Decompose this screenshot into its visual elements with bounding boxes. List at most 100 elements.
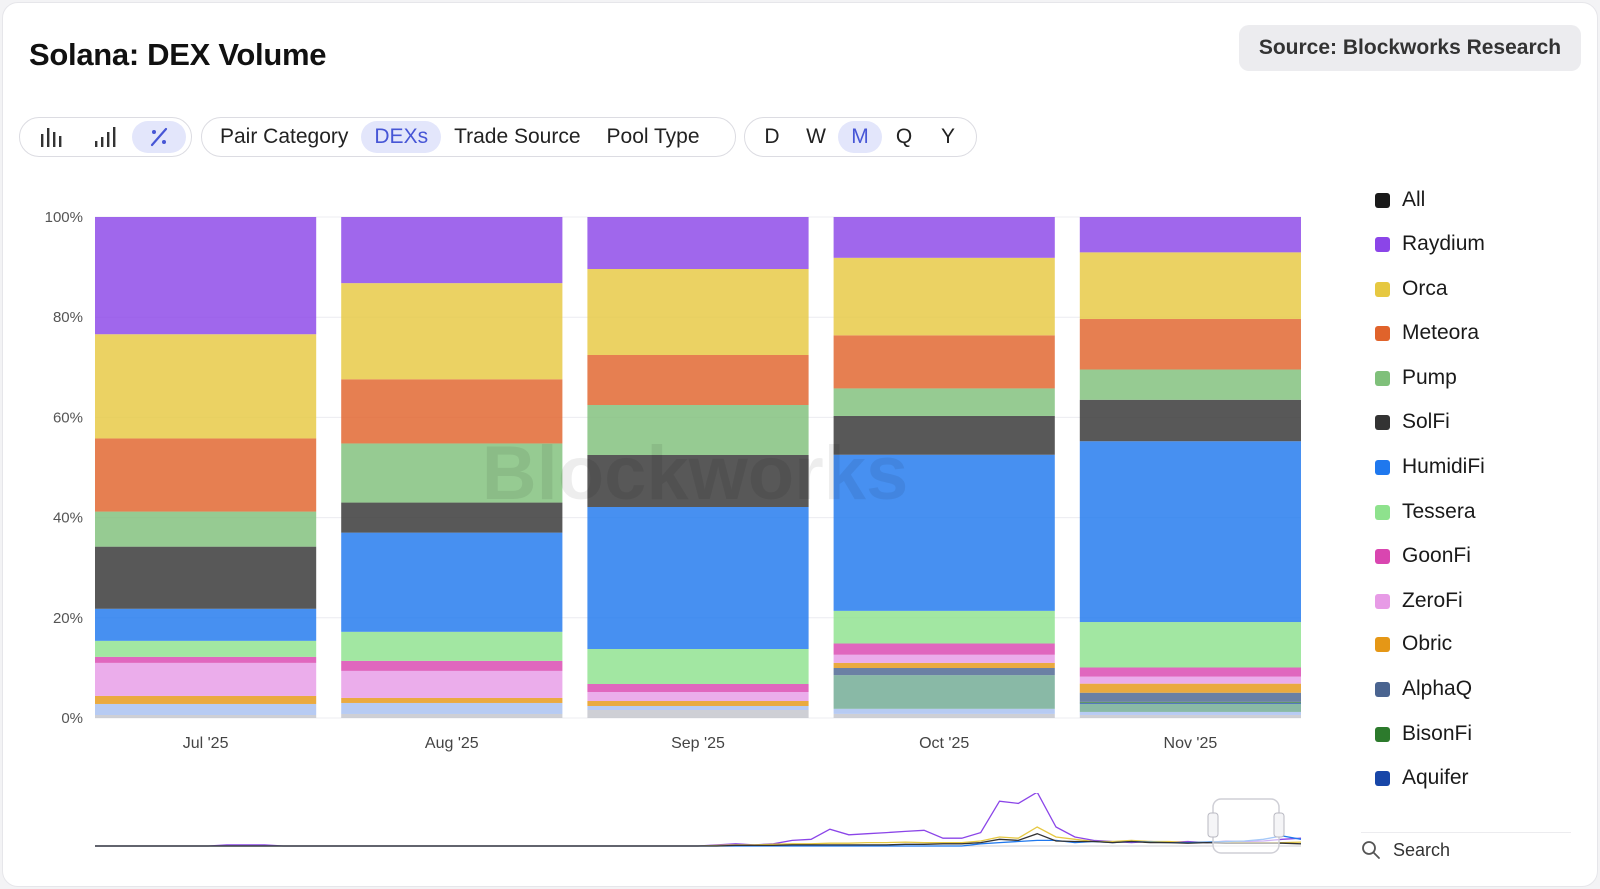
bar-segment-tessera[interactable] — [1079, 622, 1301, 668]
bar-segment-zerofi[interactable] — [1079, 676, 1301, 684]
bar-chart-button[interactable] — [25, 121, 79, 153]
legend-item-solfi[interactable]: SolFi — [1375, 409, 1450, 435]
bar-segment-goonfi[interactable] — [1079, 667, 1301, 677]
bar-segment-tessera[interactable] — [341, 631, 563, 661]
bar-segment-other[interactable] — [1079, 714, 1301, 718]
bar-segment-misc[interactable] — [1079, 711, 1301, 715]
bar-segment-zerofi[interactable] — [587, 692, 809, 701]
legend-item-humidifi[interactable]: HumidiFi — [1375, 454, 1485, 480]
bar-segment-pump[interactable] — [833, 388, 1055, 416]
bar-segment-meteora[interactable] — [833, 335, 1055, 389]
bar-segment-tessera[interactable] — [95, 640, 317, 657]
bar-segment-humidifi[interactable] — [1079, 441, 1301, 623]
bar-segment-raydium[interactable] — [587, 217, 809, 269]
bar-segment-pump[interactable] — [341, 443, 563, 503]
bar-segment-misc[interactable] — [341, 702, 563, 714]
bar-segment-tessera[interactable] — [587, 649, 809, 684]
tab-pool-type[interactable]: Pool Type — [606, 125, 700, 148]
bar-segment-pump[interactable] — [587, 405, 809, 455]
percent-view-button[interactable] — [132, 121, 187, 153]
bar-segment-goonfi[interactable] — [587, 684, 809, 692]
bar-segment-pump[interactable] — [95, 511, 317, 547]
bar-segment-meteora[interactable] — [1079, 319, 1301, 370]
interval-q[interactable]: Q — [895, 125, 913, 148]
stacked-bar-button[interactable] — [79, 121, 133, 153]
interval-m[interactable]: M — [838, 121, 882, 153]
legend-item-orca[interactable]: Orca — [1375, 276, 1448, 302]
bar-segment-humidifi[interactable] — [341, 532, 563, 632]
bar-segment-other[interactable] — [341, 713, 563, 718]
bar-segment-solfi[interactable] — [95, 546, 317, 609]
bar-segment-obric[interactable] — [587, 701, 809, 706]
bar-segment-obric[interactable] — [341, 697, 563, 703]
interval-d[interactable]: D — [764, 125, 780, 148]
bar-segment-zerofi[interactable] — [95, 662, 317, 696]
bar-segment-other[interactable] — [587, 710, 809, 718]
x-tick-label: Jul '25 — [183, 735, 229, 752]
navigator-handle-right[interactable] — [1273, 812, 1285, 838]
bar-segment-raydium[interactable] — [1079, 217, 1301, 253]
bar-segment-goonfi[interactable] — [95, 656, 317, 663]
bar-segment-alphaq[interactable] — [1079, 692, 1301, 702]
legend-item-zerofi[interactable]: ZeroFi — [1375, 588, 1463, 614]
bar-segment-pump[interactable] — [1079, 369, 1301, 400]
bar-segment-raydium[interactable] — [95, 217, 317, 335]
legend-item-pump[interactable]: Pump — [1375, 365, 1457, 391]
legend-item-obric[interactable]: Obric — [1375, 631, 1452, 657]
tab-trade-source[interactable]: Trade Source — [454, 125, 581, 148]
bar-segment-zerofi[interactable] — [833, 654, 1055, 663]
bar-segment-alphaq[interactable] — [833, 668, 1055, 676]
interval-y[interactable]: Y — [940, 125, 955, 148]
bar-segment-misc[interactable] — [95, 703, 317, 715]
bar-segment-other[interactable] — [95, 714, 317, 718]
bar-segment-raydium[interactable] — [341, 217, 563, 284]
legend-item-tessera[interactable]: Tessera — [1375, 499, 1476, 525]
bar-segment-obric[interactable] — [95, 695, 317, 704]
bar-segment-obric[interactable] — [1079, 683, 1301, 693]
bar-segment-humidifi[interactable] — [95, 608, 317, 641]
y-tick-label: 60% — [53, 409, 83, 426]
bar-segment-orca[interactable] — [833, 257, 1055, 336]
legend-search[interactable]: Search — [1361, 832, 1571, 867]
bar-segment-goonfi[interactable] — [833, 643, 1055, 655]
bar-segment-orca[interactable] — [1079, 252, 1301, 320]
bar-segment-meteora[interactable] — [341, 379, 563, 444]
bar-segment-zerofi[interactable] — [341, 670, 563, 698]
bar-segment-humidifi[interactable] — [833, 454, 1055, 611]
bar-segment-obric[interactable] — [833, 662, 1055, 669]
interval-w[interactable]: W — [806, 125, 826, 148]
bar-segment-humidifi[interactable] — [587, 507, 809, 649]
bar-segment-other-amms[interactable] — [833, 675, 1055, 709]
navigator-window[interactable] — [1212, 798, 1280, 854]
bar-segment-tessera[interactable] — [833, 610, 1055, 644]
legend-item-bisonfi[interactable]: BisonFi — [1375, 721, 1472, 747]
legend-item-meteora[interactable]: Meteora — [1375, 320, 1479, 346]
legend-item-goonfi[interactable]: GoonFi — [1375, 543, 1471, 569]
bar-segment-other[interactable] — [833, 713, 1055, 718]
bar-segment-goonfi[interactable] — [341, 660, 563, 671]
bar-segment-solfi[interactable] — [1079, 399, 1301, 442]
bar-segment-other-amms[interactable] — [1079, 703, 1301, 712]
bar-segment-orca[interactable] — [587, 269, 809, 355]
bar-segment-solfi[interactable] — [341, 502, 563, 533]
bar-segment-solfi[interactable] — [587, 455, 809, 507]
bar-segment-meteora[interactable] — [587, 355, 809, 405]
bar-segment-misc[interactable] — [587, 706, 809, 710]
bar-segment-bisonfi[interactable] — [1079, 701, 1301, 703]
bar-segment-raydium[interactable] — [833, 217, 1055, 258]
bar-segment-aquifer[interactable] — [1079, 702, 1301, 704]
legend-item-aquifer[interactable]: Aquifer — [1375, 765, 1469, 791]
legend-item-raydium[interactable]: Raydium — [1375, 231, 1485, 257]
navigator-handle-left[interactable] — [1207, 812, 1219, 838]
legend-item-all[interactable]: All — [1375, 187, 1425, 213]
bar-segment-meteora[interactable] — [95, 438, 317, 512]
bar-segment-orca[interactable] — [95, 334, 317, 439]
legend-item-alphaq[interactable]: AlphaQ — [1375, 676, 1472, 702]
bar-segment-misc[interactable] — [833, 708, 1055, 714]
range-navigator[interactable] — [3, 793, 1343, 863]
bar-segment-orca[interactable] — [341, 283, 563, 380]
bar-segment-solfi[interactable] — [833, 415, 1055, 455]
y-tick-label: 80% — [53, 309, 83, 326]
tab-dexs[interactable]: DEXs — [361, 121, 442, 153]
tab-pair-category[interactable]: Pair Category — [220, 125, 349, 148]
